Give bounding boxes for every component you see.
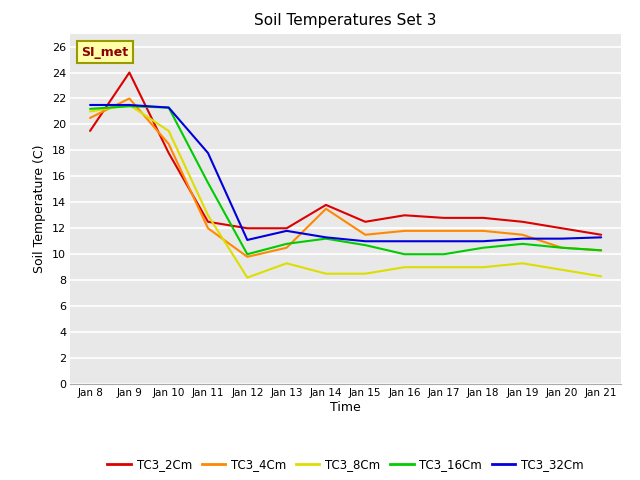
TC3_4Cm: [597, 248, 605, 253]
TC3_4Cm: [322, 206, 330, 212]
TC3_2Cm: [283, 226, 291, 231]
TC3_4Cm: [558, 245, 566, 251]
TC3_4Cm: [440, 228, 448, 234]
Y-axis label: Soil Temperature (C): Soil Temperature (C): [33, 144, 47, 273]
TC3_4Cm: [125, 96, 133, 101]
TC3_8Cm: [283, 261, 291, 266]
TC3_8Cm: [440, 264, 448, 270]
TC3_8Cm: [362, 271, 369, 276]
TC3_2Cm: [362, 219, 369, 225]
Line: TC3_8Cm: TC3_8Cm: [90, 105, 601, 277]
TC3_8Cm: [401, 264, 408, 270]
Line: TC3_32Cm: TC3_32Cm: [90, 105, 601, 241]
TC3_2Cm: [243, 226, 251, 231]
TC3_32Cm: [322, 234, 330, 240]
TC3_32Cm: [401, 239, 408, 244]
TC3_32Cm: [165, 105, 173, 110]
TC3_8Cm: [204, 213, 212, 218]
TC3_2Cm: [479, 215, 487, 221]
TC3_16Cm: [86, 106, 94, 112]
Legend: TC3_2Cm, TC3_4Cm, TC3_8Cm, TC3_16Cm, TC3_32Cm: TC3_2Cm, TC3_4Cm, TC3_8Cm, TC3_16Cm, TC3…: [102, 454, 589, 476]
TC3_8Cm: [518, 261, 526, 266]
TC3_2Cm: [125, 70, 133, 75]
TC3_32Cm: [204, 150, 212, 156]
TC3_2Cm: [597, 232, 605, 238]
TC3_4Cm: [204, 226, 212, 231]
TC3_16Cm: [597, 248, 605, 253]
TC3_8Cm: [86, 108, 94, 114]
TC3_8Cm: [558, 267, 566, 273]
TC3_8Cm: [322, 271, 330, 276]
TC3_32Cm: [86, 102, 94, 108]
TC3_2Cm: [558, 226, 566, 231]
TC3_32Cm: [362, 239, 369, 244]
X-axis label: Time: Time: [330, 401, 361, 414]
TC3_2Cm: [440, 215, 448, 221]
TC3_4Cm: [479, 228, 487, 234]
TC3_16Cm: [125, 103, 133, 109]
TC3_32Cm: [125, 102, 133, 108]
TC3_16Cm: [165, 105, 173, 110]
TC3_16Cm: [518, 241, 526, 247]
TC3_16Cm: [322, 236, 330, 241]
Line: TC3_16Cm: TC3_16Cm: [90, 106, 601, 254]
TC3_4Cm: [165, 141, 173, 147]
TC3_2Cm: [518, 219, 526, 225]
TC3_4Cm: [283, 245, 291, 251]
TC3_32Cm: [243, 237, 251, 243]
TC3_32Cm: [479, 239, 487, 244]
TC3_16Cm: [558, 245, 566, 251]
TC3_16Cm: [440, 252, 448, 257]
TC3_2Cm: [322, 202, 330, 208]
TC3_32Cm: [558, 236, 566, 241]
TC3_4Cm: [362, 232, 369, 238]
TC3_32Cm: [518, 236, 526, 241]
TC3_8Cm: [125, 102, 133, 108]
TC3_2Cm: [86, 128, 94, 134]
TC3_2Cm: [165, 150, 173, 156]
TC3_16Cm: [204, 180, 212, 186]
TC3_32Cm: [597, 234, 605, 240]
TC3_2Cm: [204, 219, 212, 225]
TC3_4Cm: [518, 232, 526, 238]
Line: TC3_4Cm: TC3_4Cm: [90, 98, 601, 257]
TC3_16Cm: [243, 252, 251, 257]
TC3_4Cm: [243, 254, 251, 260]
TC3_8Cm: [597, 274, 605, 279]
TC3_8Cm: [165, 128, 173, 134]
TC3_16Cm: [401, 252, 408, 257]
TC3_16Cm: [362, 242, 369, 248]
TC3_8Cm: [479, 264, 487, 270]
TC3_4Cm: [86, 115, 94, 121]
TC3_2Cm: [401, 213, 408, 218]
TC3_8Cm: [243, 275, 251, 280]
TC3_32Cm: [283, 228, 291, 234]
Text: SI_met: SI_met: [81, 46, 129, 59]
TC3_32Cm: [440, 239, 448, 244]
TC3_16Cm: [479, 245, 487, 251]
Line: TC3_2Cm: TC3_2Cm: [90, 72, 601, 235]
TC3_4Cm: [401, 228, 408, 234]
TC3_16Cm: [283, 241, 291, 247]
Title: Soil Temperatures Set 3: Soil Temperatures Set 3: [254, 13, 437, 28]
